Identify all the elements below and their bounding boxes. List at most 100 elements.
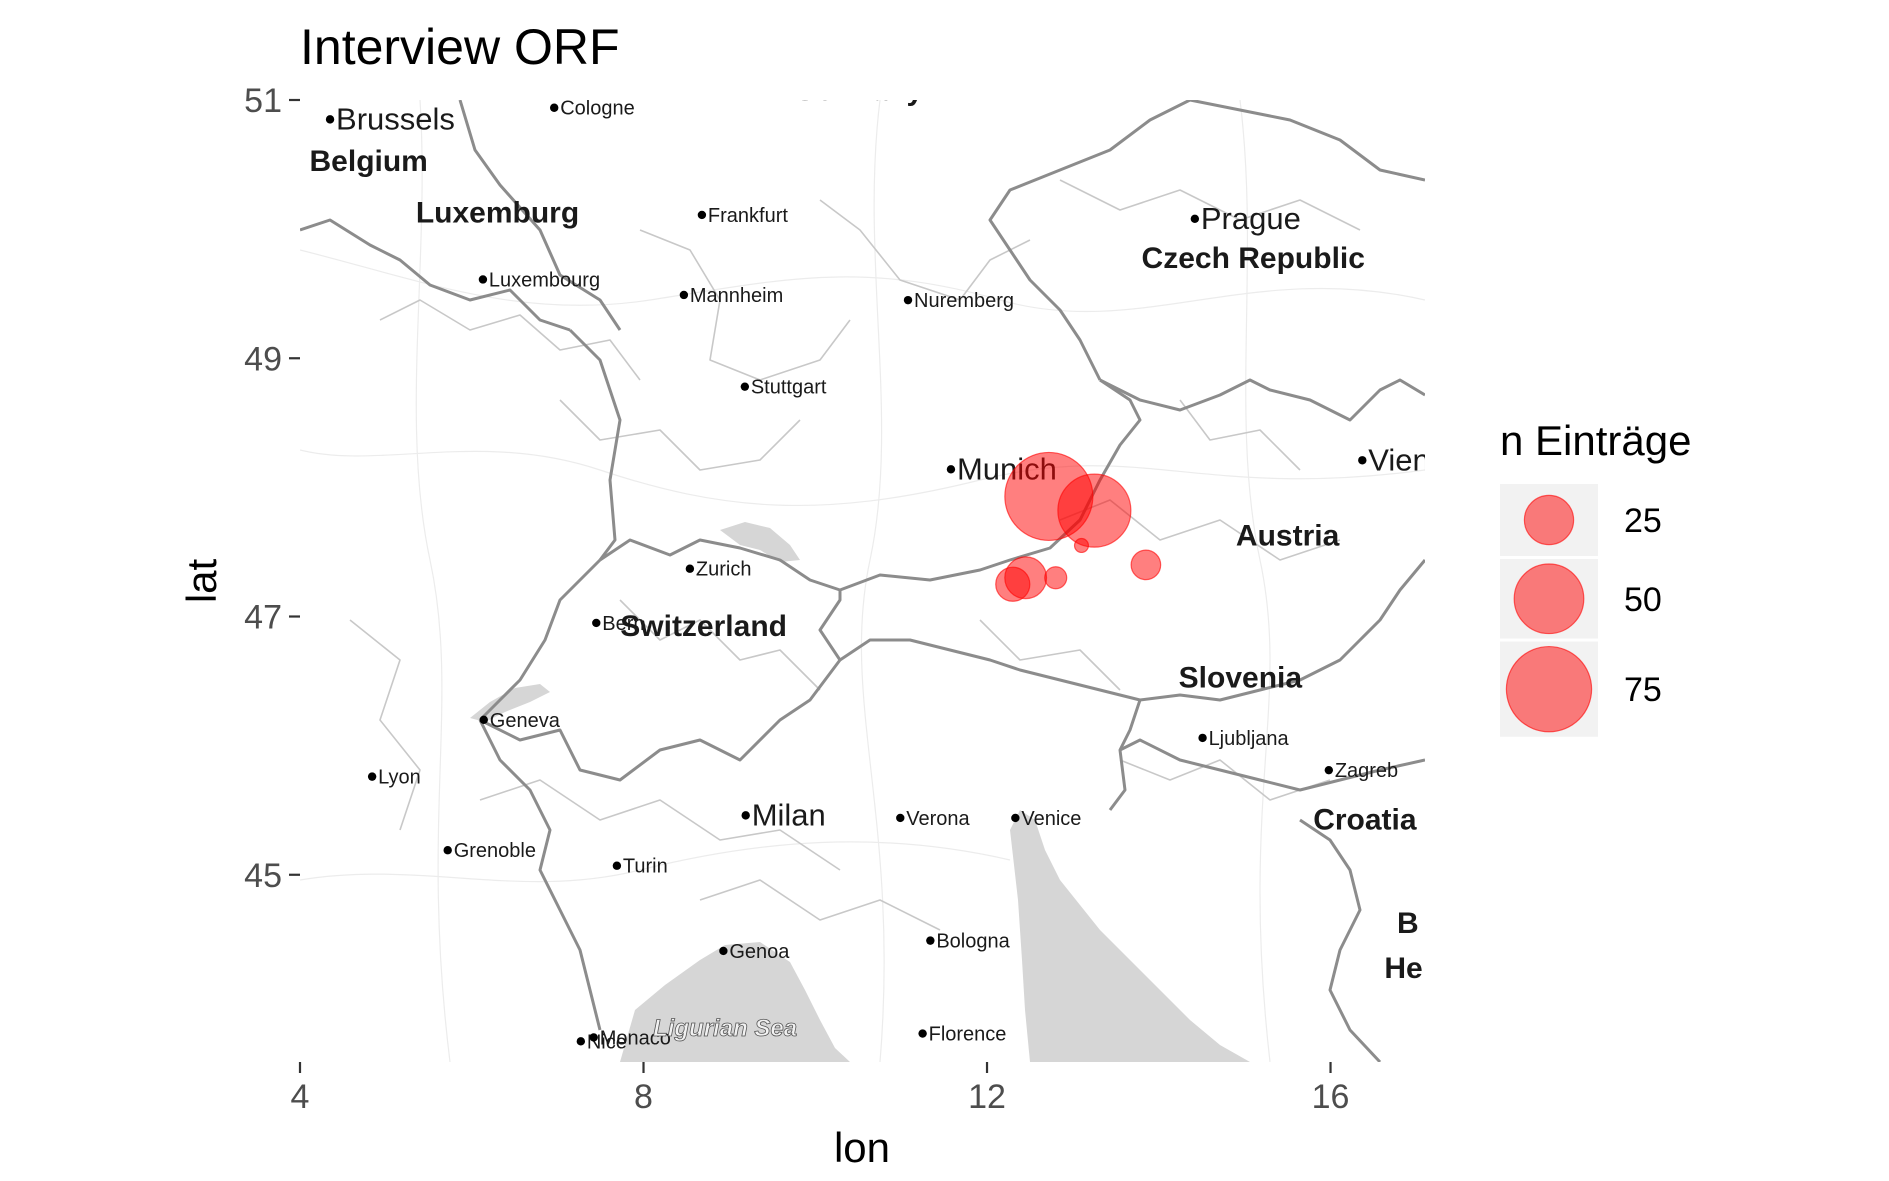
roads [300,100,1425,1062]
city-label: Stuttgart [751,377,827,399]
border-france-italy [478,719,602,1031]
city-label: Zagreb [1335,760,1398,782]
country-label: Slovenia [1179,662,1303,695]
lake-geneva [470,684,550,722]
city-dot [478,275,488,284]
country-label: Croatia [1313,804,1417,837]
y-axis: 45 47 49 51 [244,82,300,895]
border-north [458,100,622,331]
country-label: B [1397,907,1419,940]
ligurian-sea [620,942,850,1062]
city-dot [740,382,750,391]
country-label: Luxemburg [416,197,579,230]
city-dot [741,811,750,820]
city-label: Luxembourg [489,269,600,291]
city-label: Vienna [1368,442,1465,477]
city-dot [479,715,488,725]
country-label: Switzerland [620,610,787,643]
x-tick-label: 8 [634,1078,653,1116]
city-label: Monaco [600,1027,671,1049]
city-dot [367,772,377,781]
city-dot [1324,765,1334,775]
city-label: Venice [1021,808,1081,830]
city-dot [443,846,452,855]
city-label: Nuremberg [914,290,1014,312]
sea-label: Ligurian Sea [653,1015,797,1042]
city-dot [589,1033,598,1042]
city-dot [903,295,913,305]
border-austria-italy [839,638,1141,702]
city-dot [549,103,559,112]
city-dot [612,861,622,870]
y-tick-label: 49 [244,340,282,378]
city-dot [719,946,728,956]
region-borders [349,179,1361,931]
city-label: Grenoble [454,840,536,862]
lake-constance [720,522,800,562]
data-points [995,451,1162,602]
country-label: Germany [793,74,923,107]
y-tick-label: 51 [244,82,282,120]
map-labels: Brussels Cologne Frankfurt Prague Luxembourg… [310,74,1465,1053]
legend-label: 50 [1624,581,1662,619]
legend-title: n Einträge [1500,417,1691,464]
city-label: Bologna [936,931,1010,953]
x-axis-title: lon [834,1124,890,1171]
chart-title: Interview ORF [300,19,620,75]
border-croatia-bosnia [1299,818,1382,1062]
y-tick-label: 47 [244,599,282,637]
data-point [1057,473,1132,548]
water-bodies [470,522,1250,1062]
city-label: Lyon [378,767,421,789]
border-czech-austria [1099,378,1425,422]
legend-symbol [1523,494,1575,546]
border-swiss-north [599,538,841,592]
city-label: Zurich [696,559,752,581]
city-label: Geneva [490,710,561,732]
border-czech-north [1189,100,1425,182]
legend-keys: 25 50 75 [1500,484,1662,737]
city-label: Verona [906,808,970,830]
map-panel[interactable]: Brussels Cologne Frankfurt Prague Luxembourg… [300,74,1465,1062]
data-point [1073,537,1090,554]
legend-label: 75 [1624,671,1662,709]
data-point [995,566,1031,602]
city-label: Cologne [560,98,635,120]
city-label: Prague [1201,201,1301,236]
city-label: Brussels [336,101,455,136]
data-point [1044,566,1068,590]
city-dot [576,1037,586,1046]
city-dot [685,564,695,573]
country-label: He [1384,952,1422,985]
city-dot [1358,456,1367,465]
legend-symbol [1513,563,1585,635]
legend-symbol [1505,645,1593,733]
city-label: Frankfurt [708,205,788,227]
size-legend: n Einträge 25 50 75 [1500,417,1691,737]
city-label: Bern [602,613,644,635]
border-france-germany [568,328,622,561]
city-dot [1011,813,1020,823]
city-dot [896,813,905,823]
city-label: Mannheim [690,285,783,307]
data-point [1130,549,1162,581]
country-label: Austria [1236,519,1340,552]
city-label: Milan [752,797,826,832]
city-dot [325,115,335,124]
city-label: Ljubljana [1209,728,1290,750]
border-switzerland-west [478,558,602,722]
city-label: Turin [623,856,668,878]
border-italy-slovenia [1108,699,1142,811]
x-tick-label: 4 [291,1078,310,1116]
border-belgium-lux [300,218,571,332]
city-dot [1190,214,1200,223]
city-label: Genoa [729,941,790,963]
border-switzerland-south [479,590,842,782]
city-dot [592,618,601,628]
city-dot [926,936,935,945]
country-label: Czech Republic [1142,242,1365,275]
y-tick-label: 45 [244,857,282,895]
border-slovenia-croatia [1119,738,1425,792]
x-axis: 4 8 12 16 [291,1062,1349,1116]
